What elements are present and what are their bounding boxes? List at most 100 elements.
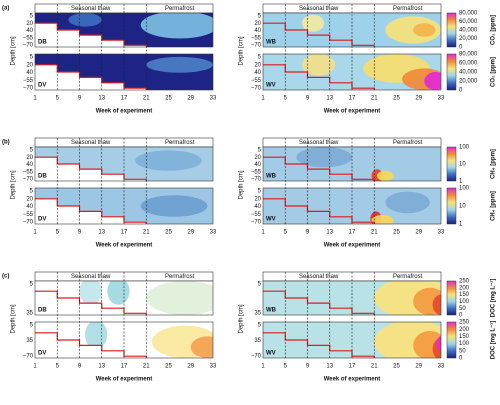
colorbar-tick-label: 50 — [459, 306, 466, 312]
thaw-front — [35, 198, 147, 224]
colorbar-tick-label: 60,000 — [459, 19, 478, 25]
x-tick-label: 13 — [98, 364, 105, 370]
colorbar-tick-label: 10 — [459, 162, 466, 168]
panel-label: (a) — [2, 6, 9, 12]
thaw-front — [263, 64, 375, 90]
y-tick-label: 20 — [254, 196, 261, 202]
y-tick-label: 20 — [254, 155, 261, 161]
y-tick-label: −55 — [251, 169, 262, 175]
panel-label: (b) — [2, 140, 10, 146]
y-tick-label: −70 — [23, 354, 34, 360]
y-tick-label: 5 — [30, 189, 34, 195]
x-tick-label: 33 — [438, 364, 445, 370]
y-tick-label: 40 — [26, 162, 33, 168]
x-tick-label: 17 — [349, 230, 356, 236]
field-patch — [140, 13, 213, 39]
thaw-front — [35, 156, 147, 181]
colorbar-tick-label: 80,000 — [459, 52, 478, 58]
y-tick-label: 5 — [258, 282, 262, 288]
y-tick-label: 5 — [258, 14, 262, 20]
colorbar-label: CH₄ [ppm] — [491, 191, 497, 221]
phase-label: Permafrost — [393, 6, 423, 12]
colorbar-tick-label: 250 — [459, 279, 470, 285]
field-patch — [190, 336, 213, 358]
y-tick-label: 35 — [254, 311, 261, 317]
y-tick-label: 40 — [26, 70, 33, 76]
y-tick-label: 5 — [258, 148, 262, 154]
x-tick-label: 29 — [187, 364, 194, 370]
y-tick-label: −70 — [251, 220, 262, 226]
x-tick-label: 33 — [438, 230, 445, 236]
colorbar — [446, 280, 457, 316]
panel-name: DB — [38, 174, 47, 180]
colorbar — [446, 53, 457, 91]
x-axis-label: Week of experiment — [96, 243, 153, 249]
thaw-front — [263, 332, 375, 358]
x-tick-label: 5 — [56, 230, 60, 236]
colorbar — [446, 146, 457, 182]
phase-label: Seasonal thaw — [71, 274, 111, 280]
x-tick-label: 9 — [306, 364, 310, 370]
y-axis-label: Depth [cm] — [11, 170, 17, 199]
panel-name: DB — [38, 40, 47, 46]
y-tick-label: 5 — [30, 55, 34, 61]
thaw-front — [263, 290, 375, 315]
y-tick-label: −70 — [251, 354, 262, 360]
y-axis-label: Depth [cm] — [11, 304, 17, 333]
panel-name: WB — [266, 308, 277, 314]
y-tick-label: 40 — [254, 204, 261, 210]
y-axis-label: Depth [cm] — [239, 170, 245, 199]
y-tick-label: 5 — [258, 323, 262, 329]
phase-label: Seasonal thaw — [299, 140, 339, 146]
colorbar-tick-label: 1 — [459, 179, 463, 185]
x-tick-label: 21 — [143, 364, 150, 370]
x-tick-label: 9 — [78, 230, 82, 236]
thaw-front — [263, 22, 375, 47]
y-tick-label: −70 — [251, 43, 262, 49]
y-tick-label: 20 — [26, 155, 33, 161]
colorbar-tick-label: 60,000 — [459, 61, 478, 67]
contour-panel — [263, 322, 441, 358]
x-tick-label: 5 — [56, 96, 60, 102]
field-patch — [296, 147, 352, 168]
x-tick-label: 9 — [78, 364, 82, 370]
contour-panel — [35, 13, 213, 47]
phase-label: Permafrost — [165, 140, 195, 146]
x-tick-label: 5 — [284, 364, 288, 370]
colorbar-tick-label: 0 — [459, 88, 463, 94]
x-tick-label: 29 — [187, 96, 194, 102]
x-tick-label: 5 — [284, 96, 288, 102]
y-tick-label: 40 — [254, 28, 261, 34]
y-tick-label: 5 — [30, 323, 34, 329]
y-axis-label: Depth [cm] — [11, 36, 17, 65]
panel-name: DV — [38, 217, 46, 223]
x-tick-label: 33 — [210, 230, 217, 236]
panel-name: WB — [266, 40, 277, 46]
x-tick-label: 13 — [326, 230, 333, 236]
contour-panel — [35, 54, 213, 90]
y-tick-label: 20 — [254, 21, 261, 27]
panel-name: WB — [266, 174, 277, 180]
y-tick-label: 5 — [30, 14, 34, 20]
x-tick-label: 21 — [371, 364, 378, 370]
colorbar-tick-label: 80,000 — [459, 11, 478, 17]
colorbar-tick-label: 200 — [459, 285, 470, 291]
x-tick-label: 17 — [349, 364, 356, 370]
panel-name: DB — [38, 308, 47, 314]
colorbar-tick-label: 40,000 — [459, 28, 478, 34]
x-tick-label: 1 — [33, 364, 37, 370]
contour-panel — [263, 281, 441, 315]
panel-name: WV — [266, 83, 276, 89]
phase-label: Seasonal thaw — [299, 6, 339, 12]
y-tick-label: 5 — [258, 55, 262, 61]
thaw-front — [35, 22, 147, 47]
y-tick-label: −70 — [23, 86, 34, 92]
phase-label: Permafrost — [165, 6, 195, 12]
y-tick-label: −70 — [23, 43, 34, 49]
contour-panel — [35, 281, 213, 315]
field-patch — [413, 23, 436, 37]
colorbar — [446, 12, 457, 48]
y-tick-label: 35 — [26, 338, 33, 344]
y-tick-label: 20 — [26, 196, 33, 202]
colorbar-tick-label: 50 — [459, 348, 466, 354]
